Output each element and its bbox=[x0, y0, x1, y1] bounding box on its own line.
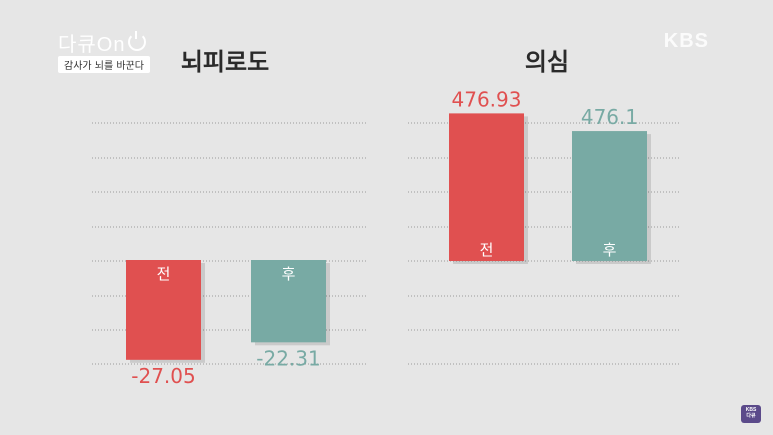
chart-title: 뇌피로도 bbox=[181, 48, 269, 76]
data-label: -27.05 bbox=[131, 364, 195, 388]
kbs-watermark: KBS bbox=[663, 30, 709, 52]
category-label: 전 bbox=[480, 241, 494, 259]
category-label: 후 bbox=[603, 241, 617, 259]
bar bbox=[572, 131, 647, 261]
chart-title: 의심 bbox=[525, 48, 569, 76]
category-label: 후 bbox=[282, 265, 296, 283]
data-label: -22.31 bbox=[256, 346, 320, 370]
program-tagline: 감사가 뇌를 바꾼다 bbox=[58, 56, 150, 73]
category-label: 전 bbox=[157, 265, 171, 283]
program-name: 다큐On bbox=[58, 33, 126, 56]
program-brand: 다큐On bbox=[58, 30, 150, 56]
kbs-corner-badge: KBS 다큐 bbox=[741, 405, 761, 423]
bar bbox=[449, 113, 524, 262]
data-label: 476.1 bbox=[581, 105, 638, 129]
data-label: 476.93 bbox=[452, 87, 522, 111]
bar bbox=[126, 260, 201, 360]
corner-badge-bottom: 다큐 bbox=[746, 413, 756, 419]
power-icon bbox=[128, 31, 147, 51]
bar bbox=[251, 260, 326, 343]
corner-badge-top: KBS bbox=[745, 407, 757, 413]
program-logo: 다큐On 감사가 뇌를 바꾼다 bbox=[58, 30, 150, 73]
